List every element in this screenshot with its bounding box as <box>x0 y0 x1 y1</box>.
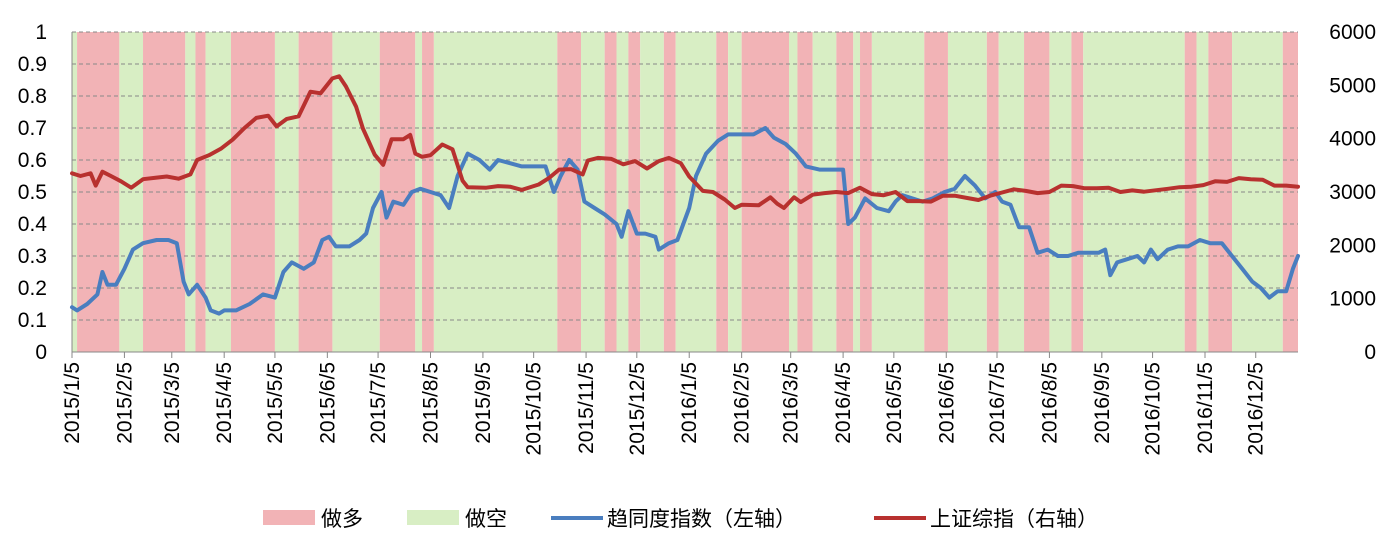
legend-swatch-long <box>263 510 315 525</box>
y-tick-label-right: 3000 <box>1329 181 1376 204</box>
legend-label-short: 做空 <box>465 507 507 531</box>
y-tick-label-right: 5000 <box>1329 74 1376 97</box>
region-long-41 <box>1184 32 1197 352</box>
region-long-1 <box>77 32 120 352</box>
y-tick-label-left: 1 <box>35 21 47 44</box>
legend-item-short: 做空 <box>407 507 507 531</box>
x-tick-label: 2016/12/5 <box>1245 362 1268 455</box>
legend: 做多 做空 趋同度指数（左轴） 上证综指（右轴） <box>263 507 1098 531</box>
y-tick-label-right: 0 <box>1364 341 1376 364</box>
y-tick-label-left: 0.9 <box>18 53 47 76</box>
region-long-39 <box>1071 32 1084 352</box>
y-tick-label-left: 0.7 <box>18 117 47 140</box>
region-short-4 <box>185 32 196 352</box>
y-tick-label-left: 0.2 <box>18 277 47 300</box>
y-tick-label-left: 0.3 <box>18 245 47 268</box>
legend-item-index-line: 趋同度指数（左轴） <box>551 507 796 531</box>
y-tick-label-left: 0.5 <box>18 181 47 204</box>
x-tick-label: 2016/4/5 <box>832 362 855 444</box>
legend-item-sse-line: 上证综指（右轴） <box>874 507 1098 531</box>
x-tick-label: 2015/9/5 <box>472 362 495 444</box>
legend-label-sse-line: 上证综指（右轴） <box>930 507 1098 531</box>
axes-layer: 0 0.1 0.2 0.3 0.4 0.5 0.6 0.7 0.8 0.9 1 0 1000 2000 30… <box>18 21 1376 455</box>
x-tick-label: 2016/1/5 <box>678 362 701 444</box>
x-tick-label: 2015/11/5 <box>575 362 598 454</box>
y-tick-label-left: 0.1 <box>18 309 47 332</box>
region-long-27 <box>797 32 813 352</box>
x-tick-label: 2016/6/5 <box>935 362 958 444</box>
region-long-17 <box>604 32 617 352</box>
region-short-8 <box>274 32 299 352</box>
y-tick-label-left: 0 <box>35 341 47 364</box>
series-line-sse <box>70 74 1300 210</box>
legend-label-long: 做多 <box>321 507 363 531</box>
x-tick-label: 2015/4/5 <box>213 362 236 444</box>
x-tick-label: 2016/8/5 <box>1038 362 1061 444</box>
x-tick-label: 2015/8/5 <box>419 362 442 444</box>
x-tick-label: 2015/7/5 <box>367 362 390 444</box>
legend-label-index-line: 趋同度指数（左轴） <box>607 507 796 531</box>
x-tick-label: 2016/5/5 <box>883 362 906 444</box>
x-tick-label: 2016/10/5 <box>1142 362 1165 455</box>
y-tick-label-left: 0.6 <box>18 149 47 172</box>
legend-item-long: 做多 <box>263 507 363 531</box>
series-line-index <box>70 126 1300 316</box>
x-tick-label: 2015/5/5 <box>264 362 287 444</box>
x-tick-label: 2016/2/5 <box>731 362 754 444</box>
x-tick-label: 2015/1/5 <box>61 362 84 444</box>
x-tick-label: 2016/9/5 <box>1091 362 1114 444</box>
legend-swatch-short <box>407 510 459 525</box>
x-tick-label: 2015/12/5 <box>626 362 649 455</box>
y-tick-label-left: 0.4 <box>18 213 48 236</box>
region-long-7 <box>230 32 275 352</box>
region-short-24 <box>728 32 742 352</box>
region-short-20 <box>640 32 664 352</box>
y-tick-label-right: 2000 <box>1329 234 1376 257</box>
y-tick-label-right: 1000 <box>1329 288 1376 311</box>
x-tick-label: 2015/6/5 <box>316 362 339 444</box>
series-layer <box>70 74 1300 316</box>
x-tick-label: 2015/2/5 <box>113 362 136 444</box>
x-tick-label: 2015/3/5 <box>161 362 184 444</box>
y-tick-label-right: 4000 <box>1329 128 1376 151</box>
region-short-18 <box>616 32 629 352</box>
y-tick-label-right: 6000 <box>1329 21 1376 44</box>
x-tick-label: 2015/10/5 <box>523 362 546 455</box>
x-tick-label: 2016/11/5 <box>1194 362 1217 454</box>
y-tick-label-left: 0.8 <box>18 85 47 108</box>
x-tick-label: 2016/7/5 <box>986 362 1009 444</box>
x-tick-label: 2016/3/5 <box>780 362 803 444</box>
region-long-23 <box>716 32 729 352</box>
